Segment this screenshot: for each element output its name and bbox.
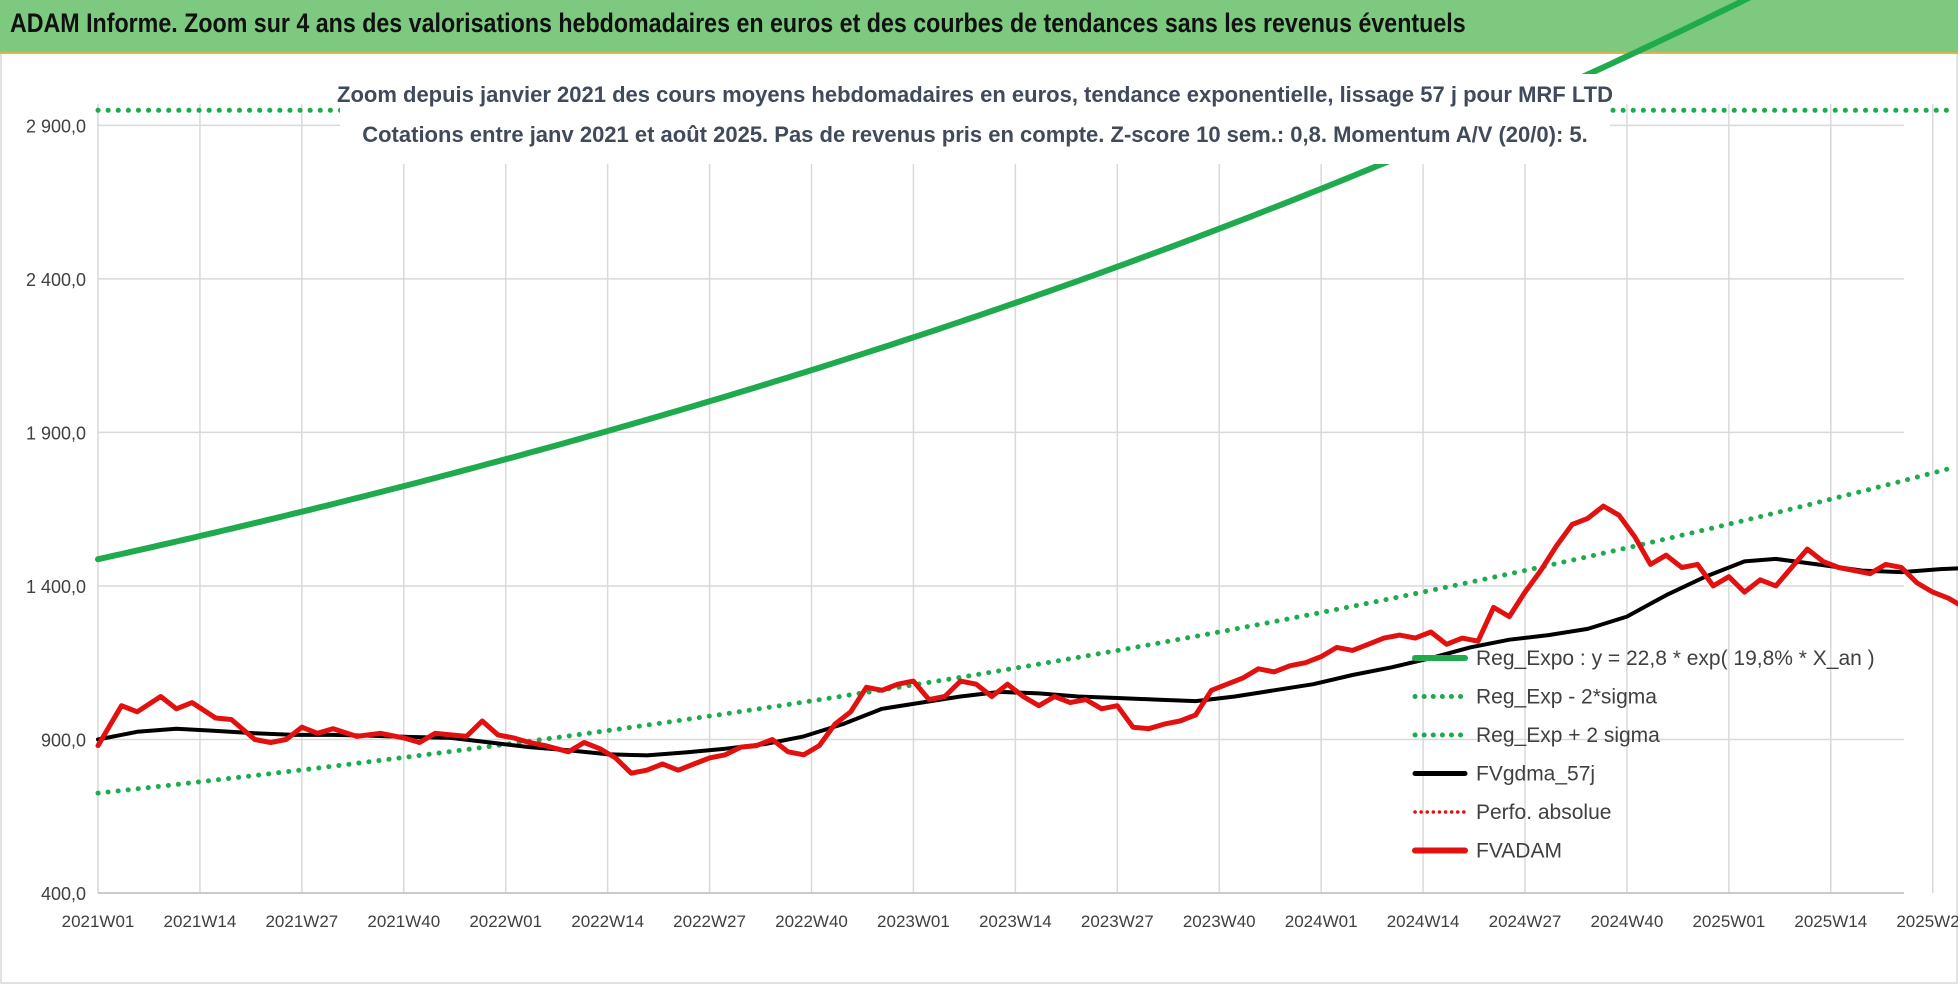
x-tick-label: 2022W01	[469, 912, 542, 931]
x-tick-label: 2021W40	[367, 912, 440, 931]
y-tick-label: 1 400,0	[26, 577, 86, 597]
chart-grid	[97, 104, 1934, 894]
x-tick-label: 2023W14	[979, 912, 1052, 931]
series-fvadam	[95, 503, 1958, 776]
x-tick-label: 2022W40	[775, 912, 848, 931]
x-tick-label: 2022W14	[571, 912, 644, 931]
chart-legend: Reg_Expo : y = 22,8 * exp( 19,8% * X_an …	[1412, 647, 1875, 863]
y-tick-label: 2 900,0	[26, 116, 86, 136]
legend-fvadam-label: FVADAM	[1476, 840, 1562, 863]
x-tick-label: 2021W27	[265, 912, 338, 931]
chart-title-line1: Zoom depuis janvier 2021 des cours moyen…	[337, 82, 1613, 107]
y-tick-label: 2 400,0	[26, 270, 86, 290]
x-tick-label: 2024W14	[1387, 912, 1460, 931]
x-tick-label: 2025W01	[1692, 912, 1765, 931]
y-tick-label: 1 900,0	[26, 423, 86, 443]
banner-title: ADAM Informe. Zoom sur 4 ans des valoris…	[10, 8, 1466, 38]
legend-reg-expo-label: Reg_Expo : y = 22,8 * exp( 19,8% * X_an …	[1476, 647, 1875, 670]
x-tick-label: 2021W14	[164, 912, 237, 931]
y-tick-label: 900,0	[41, 730, 86, 750]
x-tick-label: 2022W27	[673, 912, 746, 931]
x-axis: 2021W01 2021W14 2021W27 2021W40 2022W01 2022W…	[62, 892, 1958, 931]
legend-reg-plus-label: Reg_Exp + 2 sigma	[1476, 724, 1660, 747]
x-tick-label: 2021W01	[62, 912, 135, 931]
x-tick-label: 2024W27	[1489, 912, 1562, 931]
chart-title-line2: Cotations entre janv 2021 et août 2025. …	[362, 122, 1588, 147]
legend-reg-minus-label: Reg_Exp - 2*sigma	[1476, 686, 1657, 709]
subtitle-background	[340, 74, 1610, 164]
x-tick-label: 2025W27	[1896, 912, 1958, 931]
series-reg-minus-2sigma	[95, 464, 1958, 796]
x-tick-label: 2023W27	[1081, 912, 1154, 931]
x-tick-label: 2023W01	[877, 912, 950, 931]
legend-perfo-label: Perfo. absolue	[1476, 801, 1611, 824]
y-tick-label: 400,0	[41, 884, 86, 904]
header-banner: ADAM Informe. Zoom sur 4 ans des valoris…	[0, 0, 1958, 54]
x-tick-label: 2025W14	[1794, 912, 1867, 931]
legend-fvgdma-label: FVgdma_57j	[1476, 763, 1595, 786]
x-tick-label: 2024W01	[1285, 912, 1358, 931]
series-fvgdma-57j	[96, 556, 1958, 758]
y-axis: 400,0 900,0 1 400,0 1 900,0 2 400,0 2 900,0	[26, 116, 86, 904]
series-reg-expo	[95, 0, 1752, 563]
x-tick-label: 2024W40	[1591, 912, 1664, 931]
x-tick-label: 2023W40	[1183, 912, 1256, 931]
